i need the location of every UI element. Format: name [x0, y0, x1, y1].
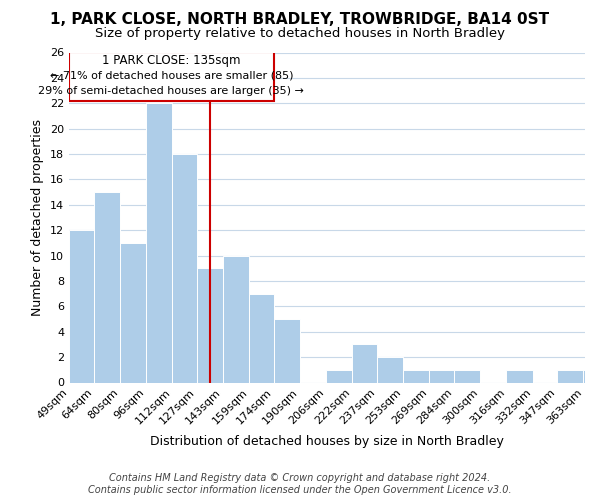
Bar — [249, 294, 274, 382]
Text: 29% of semi-detached houses are larger (35) →: 29% of semi-detached houses are larger (… — [38, 86, 304, 96]
Bar — [94, 192, 120, 382]
Text: Contains HM Land Registry data © Crown copyright and database right 2024.
Contai: Contains HM Land Registry data © Crown c… — [88, 474, 512, 495]
Bar — [557, 370, 583, 382]
Bar — [146, 104, 172, 382]
Bar — [430, 370, 454, 382]
Bar — [120, 243, 146, 382]
Bar — [69, 230, 94, 382]
Bar — [326, 370, 352, 382]
Bar — [172, 154, 197, 382]
Bar — [454, 370, 480, 382]
Bar — [506, 370, 533, 382]
Text: 1 PARK CLOSE: 135sqm: 1 PARK CLOSE: 135sqm — [102, 54, 241, 67]
Bar — [352, 344, 377, 383]
Y-axis label: Number of detached properties: Number of detached properties — [31, 119, 44, 316]
Bar — [377, 357, 403, 382]
Bar — [403, 370, 430, 382]
Text: 1, PARK CLOSE, NORTH BRADLEY, TROWBRIDGE, BA14 0ST: 1, PARK CLOSE, NORTH BRADLEY, TROWBRIDGE… — [50, 12, 550, 28]
Bar — [197, 268, 223, 382]
Bar — [69, 52, 274, 100]
Text: ← 71% of detached houses are smaller (85): ← 71% of detached houses are smaller (85… — [50, 71, 293, 81]
Bar — [223, 256, 249, 382]
Bar — [274, 319, 300, 382]
Text: Size of property relative to detached houses in North Bradley: Size of property relative to detached ho… — [95, 28, 505, 40]
X-axis label: Distribution of detached houses by size in North Bradley: Distribution of detached houses by size … — [150, 434, 504, 448]
Bar — [583, 370, 600, 382]
